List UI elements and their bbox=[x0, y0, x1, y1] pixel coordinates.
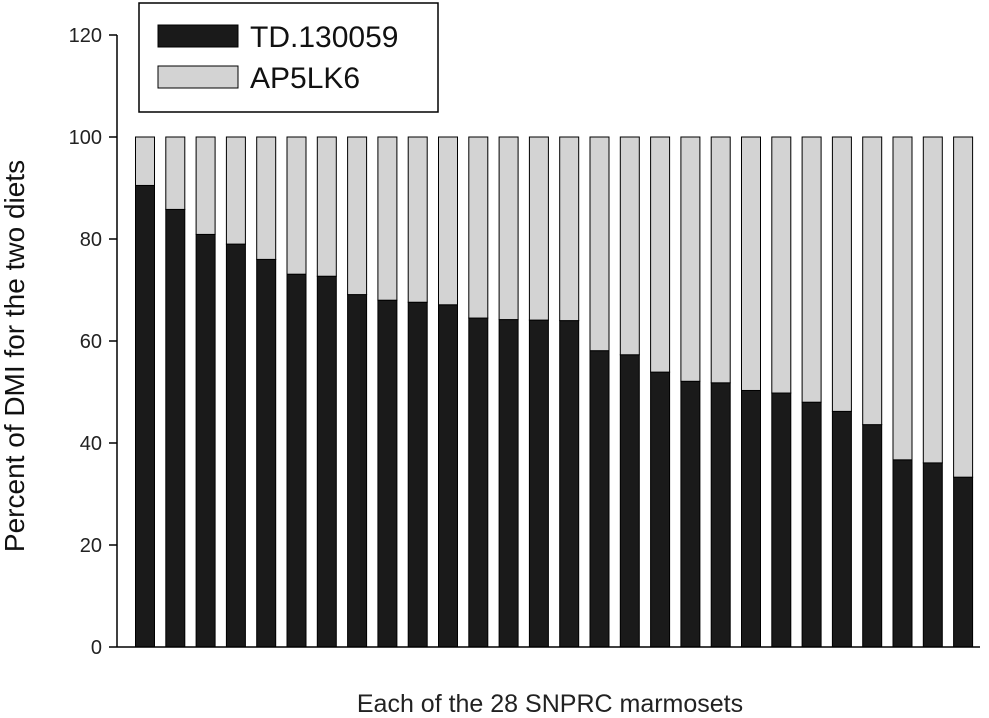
bar-td130059-3 bbox=[195, 233, 216, 648]
legend: TD.130059 AP5LK6 bbox=[138, 2, 439, 113]
bar-ap5lk6-16 bbox=[589, 136, 610, 352]
x-axis-title: Each of the 28 SNPRC marmosets bbox=[357, 690, 743, 718]
bar-td130059-17 bbox=[619, 354, 640, 648]
y-tick-label-60: 60 bbox=[80, 331, 102, 353]
bar-td130059-23 bbox=[801, 401, 822, 648]
bar-ap5lk6-6 bbox=[286, 136, 307, 275]
bar-td130059-5 bbox=[256, 258, 277, 648]
bar-ap5lk6-8 bbox=[347, 136, 368, 296]
bar-td130059-2 bbox=[165, 208, 186, 648]
bar-ap5lk6-21 bbox=[741, 136, 761, 391]
bar-ap5lk6-12 bbox=[468, 136, 489, 319]
bar-td130059-16 bbox=[589, 350, 610, 648]
bar-ap5lk6-22 bbox=[771, 136, 792, 394]
bar-ap5lk6-24 bbox=[831, 136, 852, 412]
bar-td130059-4 bbox=[225, 243, 246, 648]
bar-ap5lk6-18 bbox=[650, 136, 671, 373]
bar-td130059-14 bbox=[528, 319, 549, 648]
legend-box bbox=[138, 2, 439, 113]
bar-ap5lk6-4 bbox=[225, 136, 246, 245]
bar-td130059-9 bbox=[377, 299, 398, 648]
bars-group bbox=[135, 136, 974, 648]
bar-ap5lk6-20 bbox=[710, 136, 731, 384]
bar-td130059-18 bbox=[650, 371, 671, 648]
legend-swatch-td130059 bbox=[157, 24, 239, 48]
bar-ap5lk6-10 bbox=[407, 136, 428, 303]
bar-td130059-19 bbox=[680, 380, 701, 648]
bar-ap5lk6-3 bbox=[195, 136, 216, 235]
bar-ap5lk6-19 bbox=[680, 136, 701, 382]
legend-label-ap5lk6: AP5LK6 bbox=[250, 62, 360, 95]
bar-td130059-21 bbox=[741, 389, 761, 648]
bar-ap5lk6-13 bbox=[498, 136, 519, 321]
bar-ap5lk6-26 bbox=[892, 136, 913, 461]
bar-td130059-22 bbox=[771, 392, 792, 648]
y-tick-label-0: 0 bbox=[91, 637, 102, 659]
bar-td130059-1 bbox=[135, 184, 155, 648]
y-tick-label-20: 20 bbox=[80, 535, 102, 557]
bar-ap5lk6-9 bbox=[377, 136, 398, 301]
bar-td130059-7 bbox=[316, 275, 337, 648]
legend-label-td130059: TD.130059 bbox=[250, 21, 398, 54]
bar-ap5lk6-23 bbox=[801, 136, 822, 403]
bar-ap5lk6-2 bbox=[165, 136, 186, 210]
bar-td130059-11 bbox=[438, 304, 458, 648]
y-ticks-group: 0 20 40 60 80 100 120 bbox=[69, 25, 117, 659]
bar-ap5lk6-25 bbox=[862, 136, 883, 426]
bar-ap5lk6-1 bbox=[135, 136, 155, 186]
legend-swatch-ap5lk6 bbox=[157, 65, 239, 89]
bar-td130059-24 bbox=[831, 410, 852, 648]
bar-td130059-28 bbox=[953, 476, 974, 648]
bar-td130059-26 bbox=[892, 459, 913, 648]
bar-ap5lk6-11 bbox=[438, 136, 458, 306]
bar-ap5lk6-28 bbox=[953, 136, 974, 478]
bar-ap5lk6-27 bbox=[922, 136, 943, 464]
y-tick-label-80: 80 bbox=[80, 229, 102, 251]
bar-td130059-6 bbox=[286, 273, 307, 648]
y-axis-title: Percent of DMI for the two diets bbox=[0, 160, 30, 552]
bar-ap5lk6-14 bbox=[528, 136, 549, 321]
bar-td130059-27 bbox=[922, 462, 943, 648]
bar-ap5lk6-7 bbox=[316, 136, 337, 277]
bar-ap5lk6-17 bbox=[619, 136, 640, 356]
bar-ap5lk6-5 bbox=[256, 136, 277, 260]
y-tick-label-120: 120 bbox=[69, 25, 102, 47]
bar-td130059-10 bbox=[407, 301, 428, 648]
bar-td130059-13 bbox=[498, 319, 519, 648]
y-tick-label-40: 40 bbox=[80, 433, 102, 455]
bar-td130059-20 bbox=[710, 382, 731, 648]
bar-td130059-12 bbox=[468, 317, 489, 648]
y-tick-label-100: 100 bbox=[69, 127, 102, 149]
bar-td130059-15 bbox=[559, 320, 580, 648]
bar-td130059-8 bbox=[347, 294, 368, 648]
bar-ap5lk6-15 bbox=[559, 136, 580, 322]
bar-td130059-25 bbox=[862, 424, 883, 648]
